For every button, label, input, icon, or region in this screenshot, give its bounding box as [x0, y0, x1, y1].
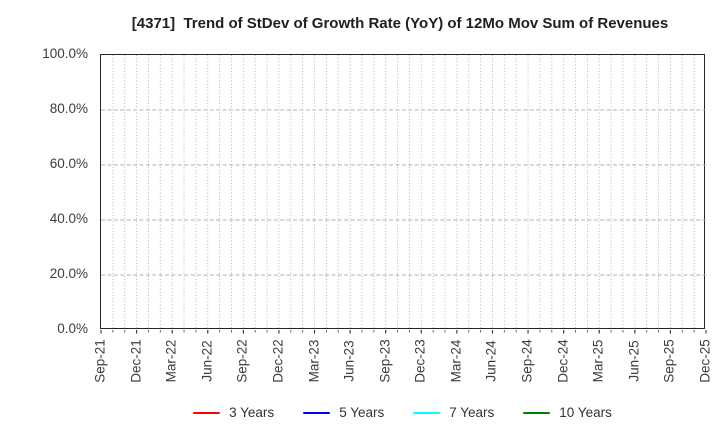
- legend: 3 Years 5 Years 7 Years 10 Years: [100, 402, 705, 424]
- y-tick-label: 0.0%: [57, 321, 88, 336]
- legend-item-5-years: 5 Years: [303, 405, 384, 421]
- legend-line-swatch: [303, 411, 331, 415]
- y-tick-label: 20.0%: [49, 266, 88, 281]
- x-tick-label: Jun-22: [199, 340, 215, 382]
- legend-label: 3 Years: [229, 405, 275, 420]
- x-tick-label: Dec-23: [412, 339, 428, 383]
- y-tick-label: 60.0%: [49, 156, 88, 171]
- chart-title: [4371] Trend of StDev of Growth Rate (Yo…: [131, 15, 669, 32]
- legend-item-10-years: 10 Years: [523, 405, 612, 421]
- y-tick-label: 80.0%: [49, 101, 88, 116]
- grid-svg: [100, 55, 707, 334]
- x-tick-label: Dec-25: [697, 339, 713, 383]
- x-tick-label: Jun-23: [341, 340, 357, 382]
- x-tick-label: Dec-22: [270, 339, 286, 383]
- x-tick-label: Sep-21: [92, 339, 108, 383]
- y-tick-label: 40.0%: [49, 211, 88, 226]
- x-tick-label: Dec-21: [128, 339, 144, 383]
- legend-item-7-years: 7 Years: [413, 405, 494, 421]
- plot-area: [100, 54, 707, 334]
- legend-line-swatch: [413, 411, 441, 415]
- x-tick-label: Mar-22: [163, 339, 179, 383]
- x-tick-label: Sep-24: [519, 339, 535, 383]
- x-tick-label: Jun-25: [626, 340, 642, 382]
- legend-line-swatch: [523, 411, 551, 415]
- x-tick-label: Sep-23: [377, 339, 393, 383]
- legend-item-3-years: 3 Years: [193, 405, 274, 421]
- x-tick-label: Sep-25: [661, 339, 677, 383]
- x-tick-label: Mar-23: [306, 339, 322, 383]
- x-tick-label: Mar-24: [448, 339, 464, 383]
- y-tick-label: 100.0%: [42, 46, 88, 61]
- legend-label: 7 Years: [449, 405, 495, 420]
- legend-label: 10 Years: [559, 405, 612, 420]
- x-tick-label: Mar-25: [590, 339, 606, 383]
- x-tick-label: Jun-24: [483, 340, 499, 382]
- legend-line-swatch: [193, 411, 221, 415]
- legend-label: 5 Years: [339, 405, 385, 420]
- x-tick-label: Sep-22: [234, 339, 250, 383]
- x-tick-label: Dec-24: [555, 339, 571, 383]
